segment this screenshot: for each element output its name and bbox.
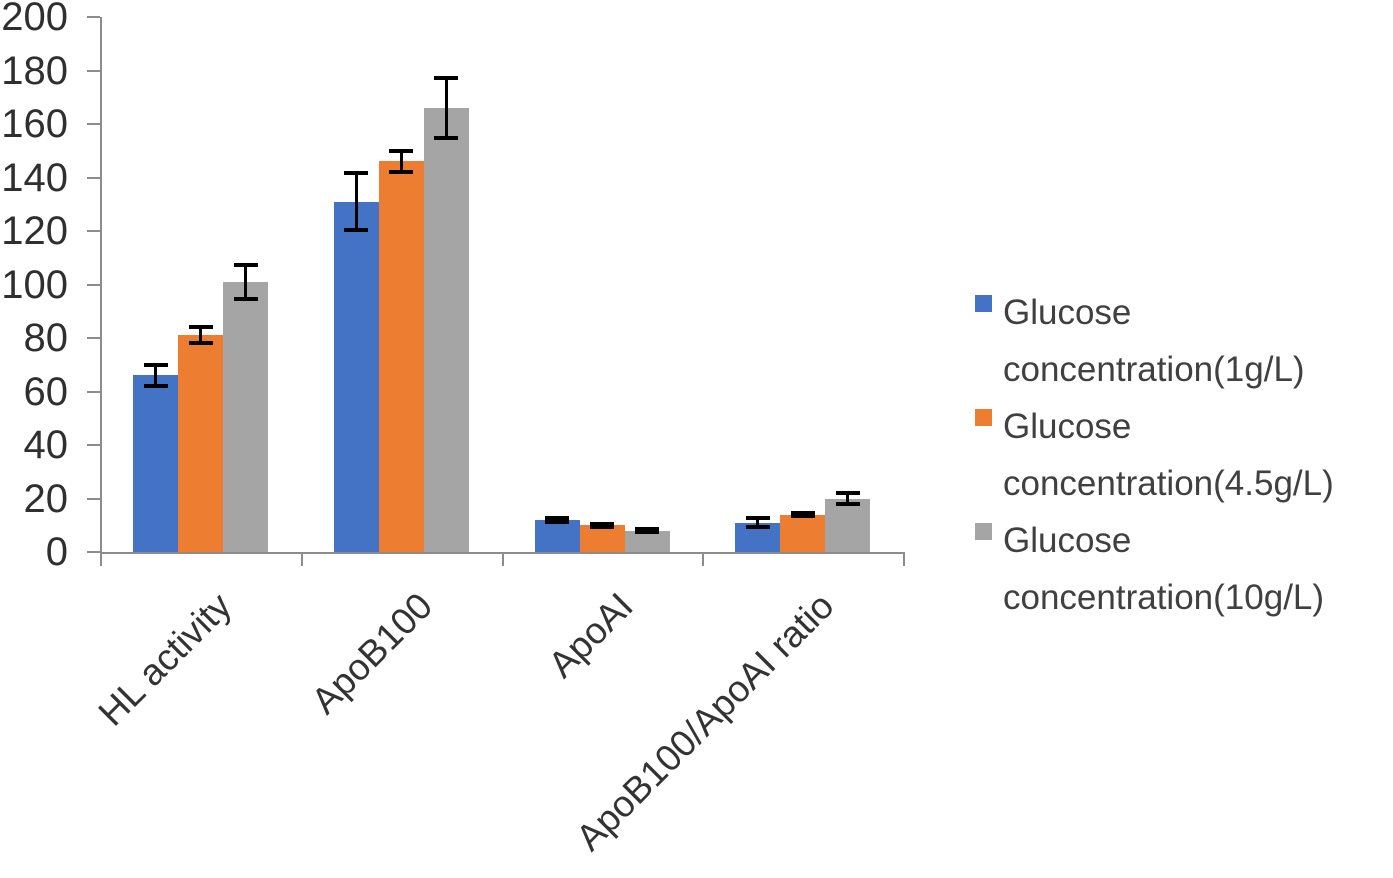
- error-bar: [188, 341, 213, 346]
- error-bar: [199, 327, 202, 344]
- x-axis-tick: [501, 552, 504, 566]
- error-bar: [555, 518, 559, 522]
- y-axis-tick-label: 60: [23, 369, 69, 414]
- legend-item-label: Glucose concentration(10g/L): [1003, 521, 1325, 617]
- bar: [223, 281, 268, 552]
- y-axis-tick-label: 120: [1, 209, 68, 253]
- x-axis-category-label: ApoAI: [540, 585, 641, 686]
- y-axis-tick: [87, 497, 100, 500]
- y-axis-tick-label: 80: [23, 316, 69, 360]
- error-bar: [590, 524, 614, 529]
- error-bar: [434, 136, 459, 141]
- bar: [624, 530, 670, 552]
- y-axis-tick: [87, 123, 100, 125]
- legend-item: Glucose concentration(4.5g/L): [975, 398, 1393, 512]
- legend-item: Glucose concentration(10g/L): [975, 512, 1393, 626]
- error-bar: [801, 512, 805, 517]
- legend: Glucose concentration(1g/L) Glucose conce…: [975, 284, 1393, 626]
- y-axis-tick-label: 0: [45, 530, 68, 574]
- error-bar: [545, 519, 569, 524]
- error-bar: [143, 384, 168, 389]
- y-axis-tick-label: 40: [23, 423, 69, 467]
- error-bar: [790, 514, 815, 519]
- y-axis-tick: [87, 69, 100, 72]
- y-axis-tick: [87, 444, 100, 446]
- y-axis-tick: [87, 390, 100, 393]
- error-bar: [399, 150, 403, 173]
- bar: [178, 335, 223, 552]
- bar: [579, 525, 625, 552]
- y-axis-tick: [87, 230, 100, 232]
- error-bar: [444, 77, 448, 139]
- error-bar: [389, 170, 414, 175]
- x-axis-category-label: HL activity: [90, 585, 240, 734]
- bar: [825, 498, 871, 552]
- x-axis-tick: [300, 552, 303, 566]
- y-axis-tick-label: 180: [1, 48, 68, 93]
- y-axis-tick-label: 100: [1, 262, 68, 307]
- bar: [133, 375, 178, 552]
- y-axis-tick-label: 160: [1, 102, 68, 146]
- error-bar: [745, 525, 770, 530]
- bar: [333, 201, 379, 552]
- bar: [780, 514, 826, 552]
- y-axis-tick: [87, 16, 100, 18]
- error-bar: [244, 264, 247, 299]
- x-axis-tick: [903, 552, 905, 566]
- error-bar: [354, 173, 358, 230]
- y-axis-tick: [87, 283, 100, 286]
- error-bar: [233, 296, 258, 301]
- x-axis-tick: [100, 552, 102, 566]
- error-bar: [600, 523, 604, 527]
- bar: [423, 107, 469, 552]
- error-bar: [154, 364, 157, 387]
- y-axis-tick: [87, 551, 100, 553]
- legend-swatch: [975, 295, 992, 312]
- y-axis-tick: [87, 176, 100, 179]
- legend-item-label: Glucose concentration(4.5g/L): [1003, 407, 1334, 503]
- y-axis-line: [100, 17, 102, 554]
- error-bar: [635, 530, 659, 535]
- error-bar: [344, 227, 369, 232]
- error-bar: [846, 493, 850, 504]
- x-axis-category-label: ApoB100: [303, 585, 441, 722]
- error-bar: [756, 518, 760, 528]
- error-bar: [835, 501, 860, 506]
- y-axis-tick-label: 140: [1, 155, 68, 200]
- y-axis-tick-label: 20: [23, 476, 69, 521]
- y-axis-tick-label: 200: [1, 0, 68, 39]
- legend-swatch: [975, 409, 992, 426]
- legend-item: Glucose concentration(1g/L): [975, 284, 1393, 398]
- x-axis-tick: [702, 552, 705, 566]
- bar: [534, 519, 580, 552]
- legend-item-label: Glucose concentration(1g/L): [1003, 293, 1305, 389]
- legend-swatch: [975, 523, 992, 540]
- bar: [378, 161, 424, 552]
- y-axis-tick: [87, 337, 100, 339]
- error-bar: [645, 528, 649, 533]
